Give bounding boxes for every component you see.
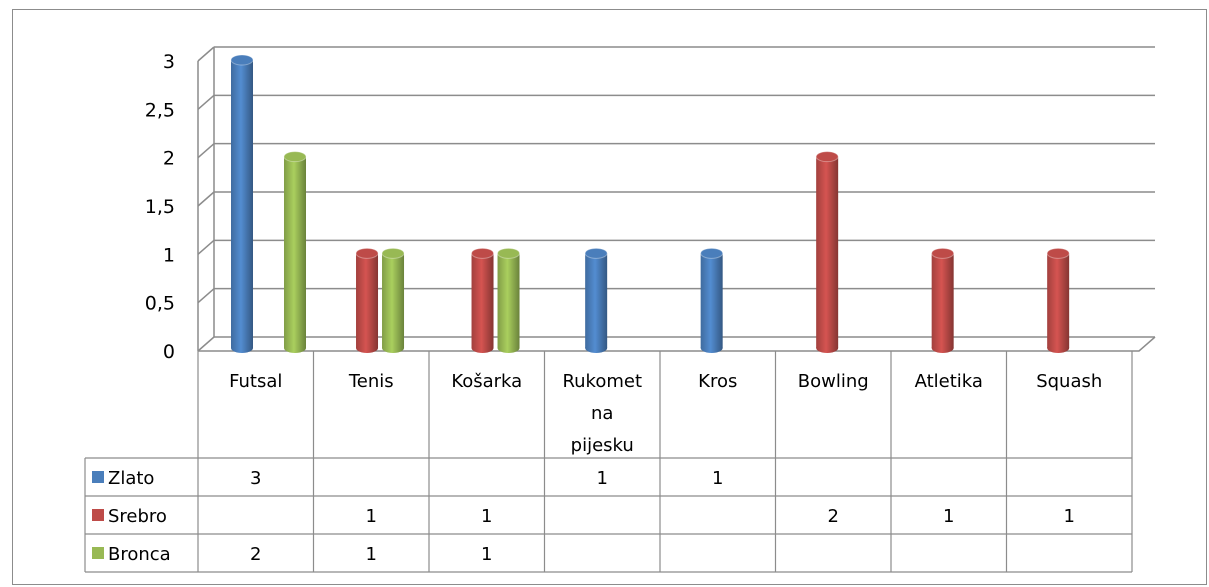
x-tick-label: pijesku [571,435,634,456]
bar-base [356,343,379,353]
gridline-depth [197,239,215,255]
bar-base [931,343,954,353]
legend-entry: Zlato [108,468,154,489]
data-label: 2 [250,544,261,565]
bar-body [382,253,405,348]
data-label: 1 [597,468,608,489]
x-tick-label: Tenis [348,371,394,392]
bar-base [1047,343,1070,353]
gridlines [197,46,1155,352]
bar-body [284,156,306,348]
bar-body [471,253,494,348]
y-tick-label: 0,5 [145,293,175,315]
y-tick-label: 1,5 [145,196,175,218]
x-tick-label: na [591,403,613,424]
bar-body [356,253,379,348]
bar-body [700,253,723,348]
chart-area [12,9,1207,585]
legend-swatch [92,547,104,559]
data-label: 3 [250,468,261,489]
bar-base [700,343,723,353]
bar-base [497,343,520,353]
bar-body [585,253,608,348]
y-tick-label: 0 [163,341,175,363]
bar-top [381,247,405,259]
gridline-depth [197,94,215,110]
data-label: 2 [828,506,839,527]
gridline-depth [197,46,215,62]
bar-body [931,253,954,348]
y-tick-label: 1 [163,244,175,266]
bar-srebro-6 [931,247,955,353]
bar-top [230,54,254,66]
x-tick-label: Atletika [915,371,983,392]
data-table: Futsal Tenis Košarka Rukomet na pijesku Kros Bo… [84,351,1133,573]
legend-swatch [92,509,104,521]
data-label: 1 [366,506,377,527]
bar-top [700,247,724,259]
bar-body [816,156,839,348]
bar-top [584,247,608,259]
bar-body [1047,253,1070,348]
bar-base [231,343,253,353]
gridline-depth [197,143,215,159]
x-tick-label: Futsal [229,371,282,392]
bar-zlato-3 [584,247,608,353]
gridline-depth [197,336,215,352]
x-tick-label: Košarka [451,371,522,392]
legend-entry: Bronca [108,544,171,565]
bar-body [497,253,520,348]
y-tick-label: 2 [163,148,175,170]
bar-top [471,247,495,259]
bar-top [283,151,307,163]
bar-zlato-0 [230,54,254,353]
bar-zlato-4 [700,247,724,353]
gridline-depth [197,191,215,207]
bar-base [471,343,494,353]
legend-entry: Srebro [108,506,167,527]
bar-base [816,343,839,353]
bar-top [1046,247,1070,259]
legend-swatch [92,471,104,483]
bar-base [284,343,306,353]
bar-base [585,343,608,353]
x-tick-label: Kros [698,371,737,392]
data-label: 1 [366,544,377,565]
floor-edge [198,336,1156,352]
bar-bronca-0 [283,151,307,353]
y-tick-label: 3 [163,51,175,73]
data-label: 1 [481,544,492,565]
bar-top [497,247,521,259]
bar-srebro-2 [471,247,495,353]
data-label: 1 [712,468,723,489]
bar-srebro-1 [355,247,379,353]
bar-top [815,151,839,163]
bar-base [382,343,405,353]
x-tick-label: Squash [1036,371,1102,392]
gridline-depth [197,288,215,304]
data-label: 1 [943,506,954,527]
bar-bronca-2 [497,247,521,353]
y-tick-label: 2,5 [145,99,175,121]
bar-top [931,247,955,259]
bar-srebro-5 [815,151,839,353]
bar-body [231,60,253,348]
bar-srebro-7 [1046,247,1070,353]
data-label: 1 [1064,506,1075,527]
bar-bronca-1 [381,247,405,353]
data-label: 1 [481,506,492,527]
x-tick-label: Rukomet [562,371,642,392]
x-tick-label: Bowling [798,371,869,392]
bar-top [355,247,379,259]
